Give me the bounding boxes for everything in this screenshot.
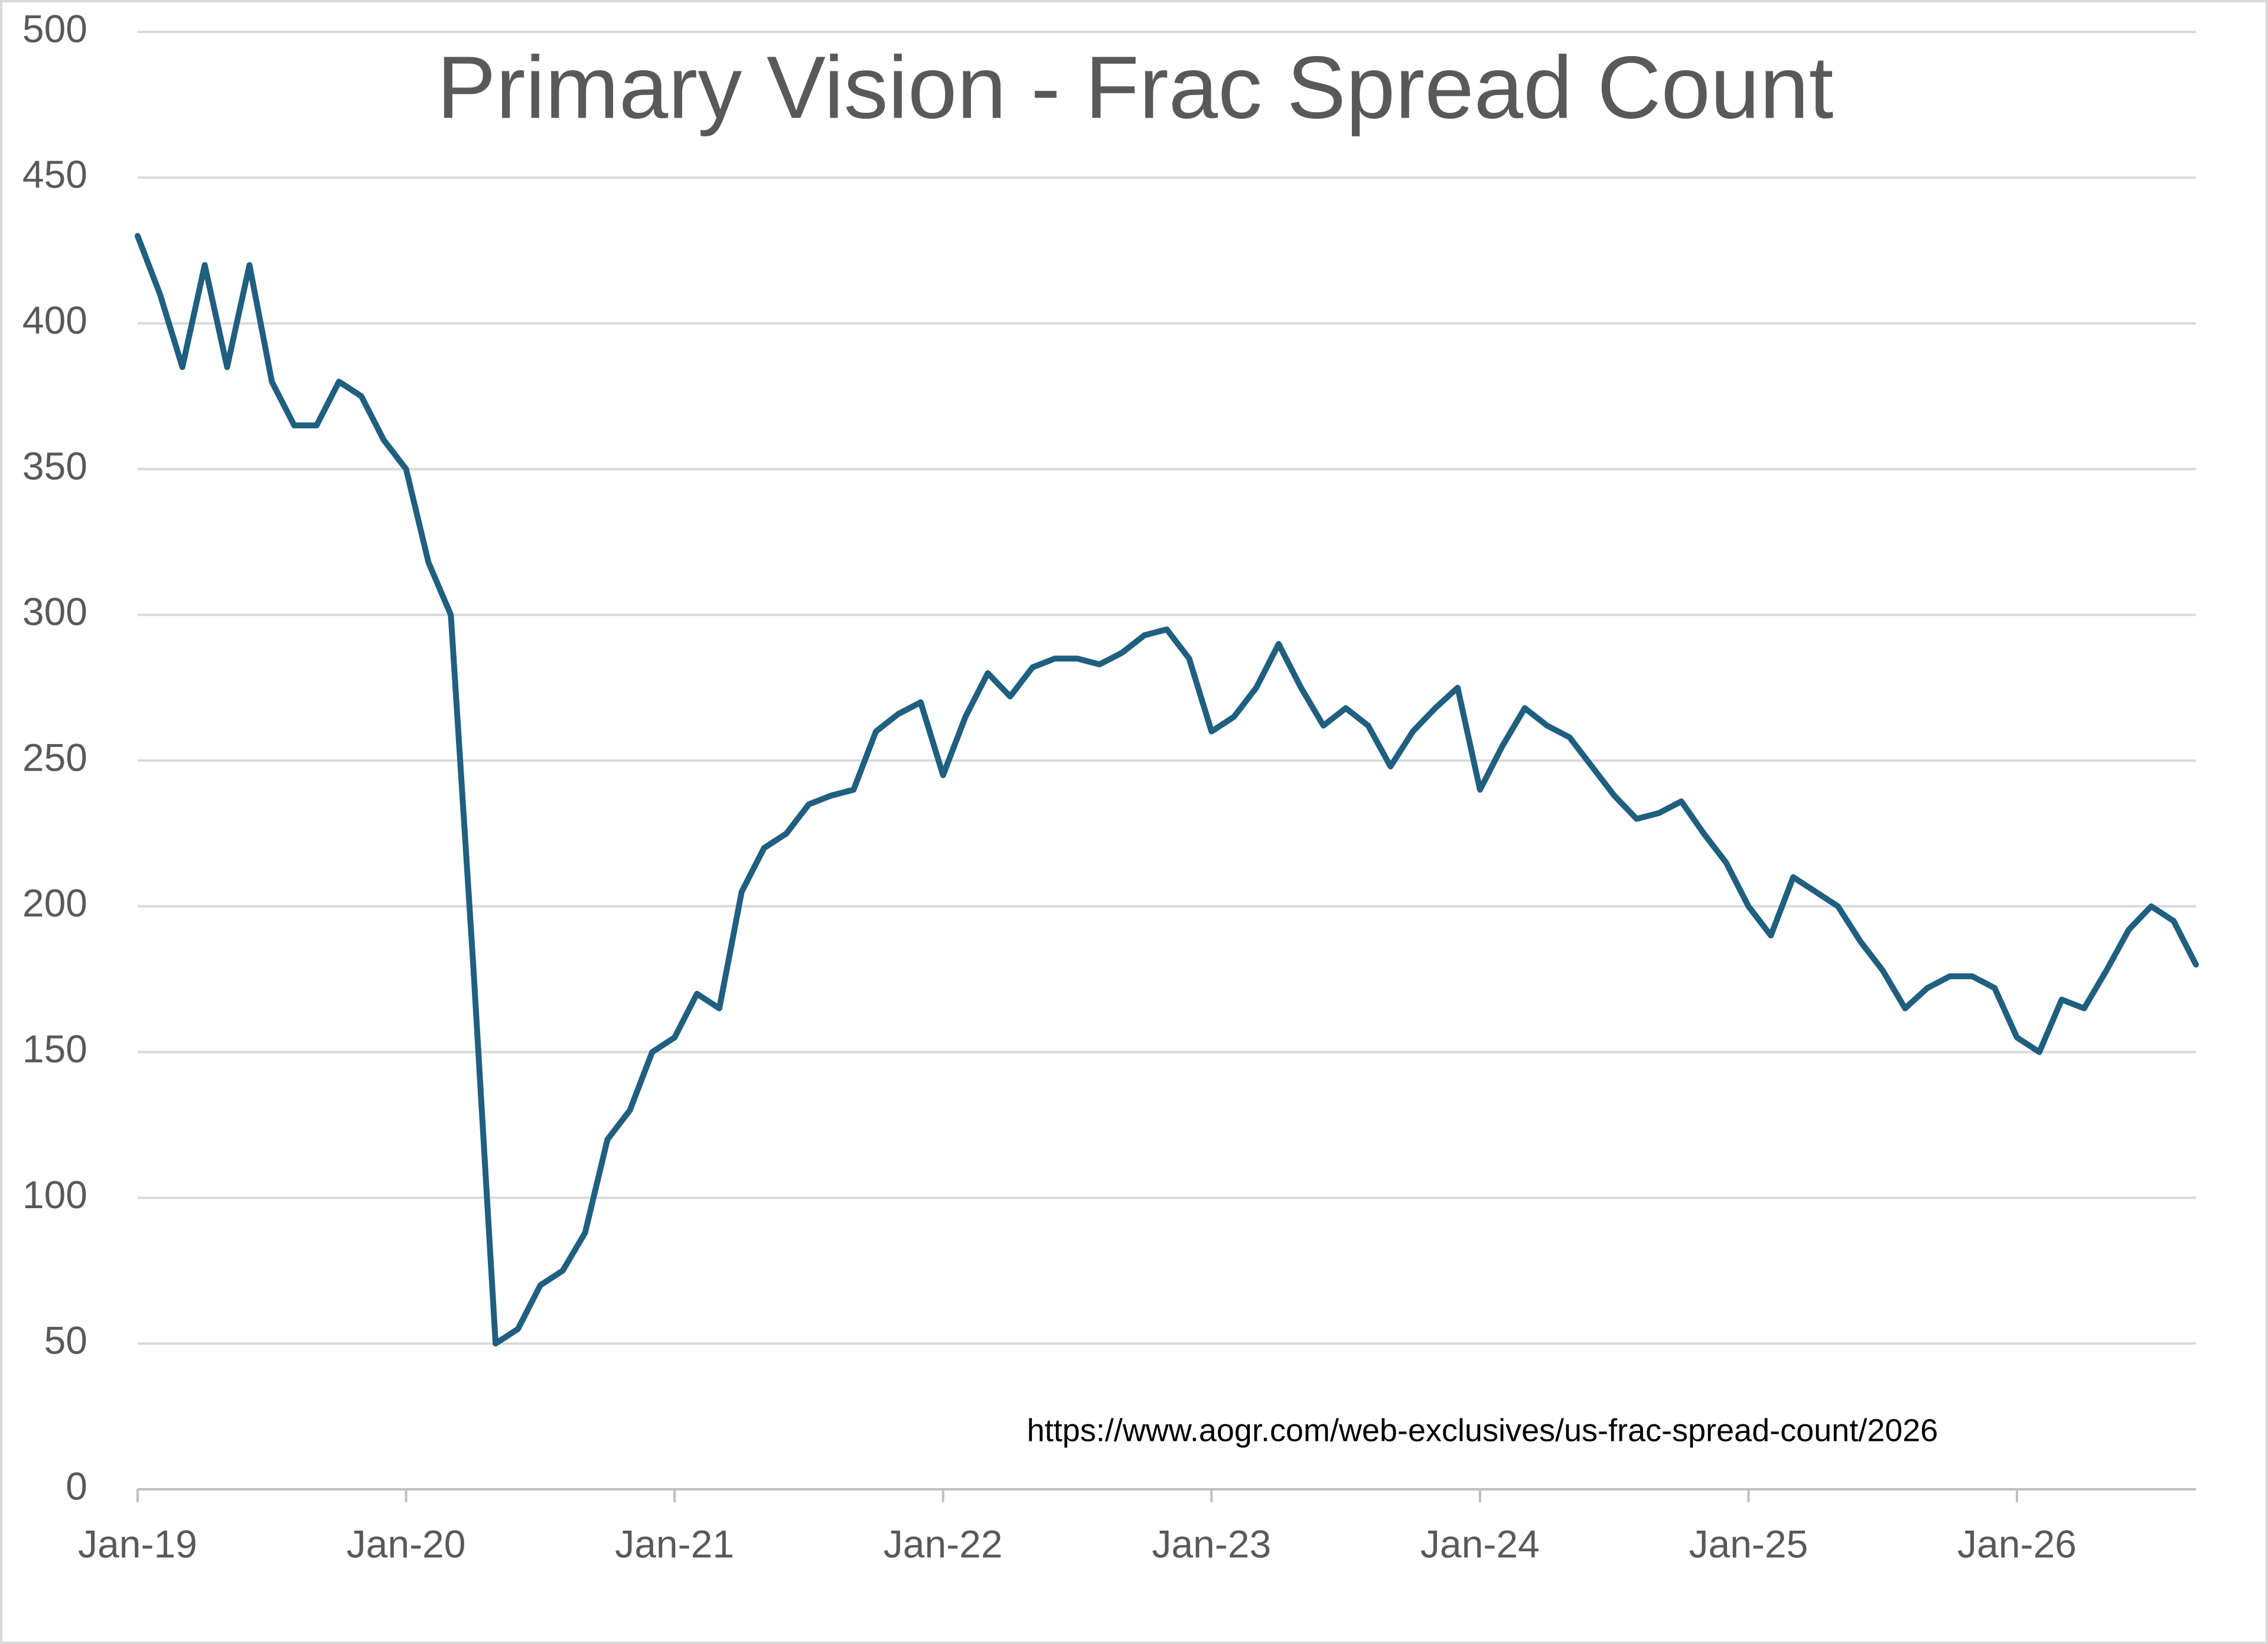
y-tick-label: 100 — [22, 1173, 87, 1216]
y-tick-label: 400 — [22, 298, 87, 342]
source-annotation: https://www.aogr.com/web-exclusives/us-f… — [1027, 1413, 1938, 1448]
x-tick-label: Jan-24 — [1420, 1522, 1540, 1565]
x-tick-label: Jan-19 — [78, 1522, 197, 1565]
y-tick-label: 200 — [22, 881, 87, 925]
y-tick-label: 300 — [22, 590, 87, 634]
chart-title: Primary Vision - Frac Spread Count — [437, 38, 1834, 137]
y-tick-label: 50 — [44, 1319, 87, 1362]
x-tick-label: Jan-25 — [1689, 1522, 1808, 1565]
x-tick-label: Jan-21 — [615, 1522, 734, 1565]
y-tick-label: 350 — [22, 444, 87, 488]
x-tick-label: Jan-23 — [1152, 1522, 1271, 1565]
y-tick-label: 500 — [22, 6, 87, 50]
y-tick-label: 450 — [22, 152, 87, 196]
y-tick-label: 150 — [22, 1027, 87, 1071]
x-tick-label: Jan-26 — [1957, 1522, 2077, 1565]
y-tick-label: 0 — [66, 1464, 87, 1508]
y-tick-label: 250 — [22, 735, 87, 779]
x-tick-label: Jan-20 — [347, 1522, 466, 1565]
x-tick-label: Jan-22 — [884, 1522, 1003, 1565]
data-line — [135, 233, 2199, 1347]
